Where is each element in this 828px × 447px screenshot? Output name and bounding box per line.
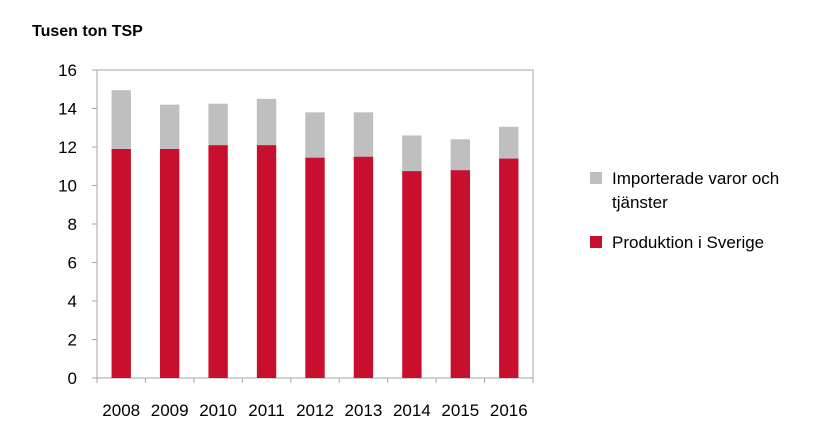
bar-import [159,104,180,149]
legend-swatch [590,236,602,248]
bar-produktion [305,157,325,378]
y-tick-label: 12 [58,138,77,157]
y-tick-label: 4 [68,292,77,311]
x-tick-label: 2009 [151,401,189,420]
x-tick-label: 2012 [296,401,334,420]
bar-produktion [499,158,519,378]
y-tick-label: 2 [68,331,77,350]
x-tick-label: 2010 [199,401,237,420]
y-tick-label: 8 [68,215,77,234]
y-axis-title: Tusen ton TSP [32,23,143,40]
bar-import [353,112,374,157]
x-tick-label: 2008 [102,401,140,420]
bar-produktion [256,145,277,378]
bar-import [256,98,277,146]
x-tick-label: 2014 [393,401,431,420]
y-tick-label: 10 [58,177,77,196]
legend-swatch [590,172,602,184]
bar-produktion [208,145,228,378]
y-tick-label: 6 [68,254,77,273]
x-tick-label: 2011 [248,401,285,420]
bar-produktion [159,148,180,378]
bar-import [499,126,519,159]
legend-label: tjänster [612,193,668,212]
legend-label: Importerade varor och [612,169,779,188]
bar-import [450,139,471,171]
bar-import [305,112,325,158]
bar-import [208,103,228,146]
legend-label: Produktion i Sverige [612,233,764,252]
x-tick-label: 2013 [345,401,383,420]
x-tick-label: 2015 [441,401,479,420]
y-tick-label: 0 [68,369,77,388]
bar-import [111,90,131,149]
bar-produktion [402,171,422,378]
bar-import [402,135,422,172]
bar-produktion [111,148,131,378]
y-tick-label: 14 [58,100,77,119]
bar-produktion [450,170,471,378]
bar-produktion [353,156,374,378]
x-tick-label: 2016 [490,401,528,420]
y-tick-label: 16 [58,61,77,80]
